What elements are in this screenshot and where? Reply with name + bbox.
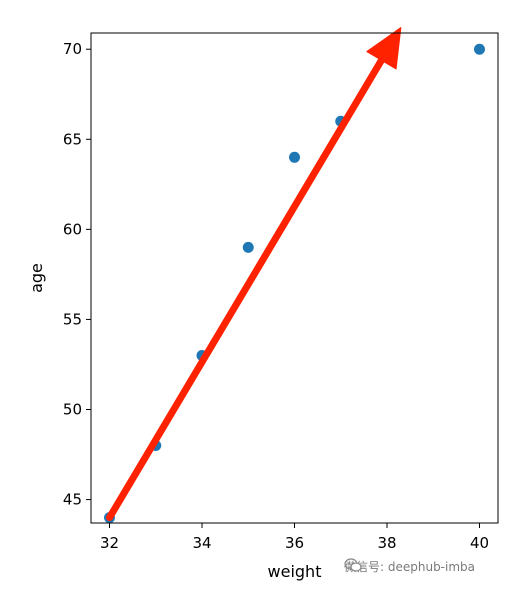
watermark-text: 微信号: deephub-imba: [344, 560, 476, 574]
y-axis: 45 50 55 60 65 70: [63, 40, 91, 509]
x-tick-label: 32: [100, 534, 119, 552]
x-tick-label: 34: [192, 534, 211, 552]
y-tick-label: 50: [63, 401, 82, 419]
y-tick-label: 65: [63, 130, 82, 148]
x-axis-label: weight: [268, 562, 322, 581]
x-axis: 32 34 36 38 40: [100, 523, 489, 552]
wechat-icon: [344, 558, 362, 572]
x-tick-label: 40: [470, 534, 489, 552]
arrow-shaft: [106, 53, 387, 522]
chart-marks: [104, 27, 485, 524]
data-point: [242, 241, 254, 253]
data-point: [474, 43, 485, 55]
y-tick-label: 45: [63, 491, 82, 509]
y-tick-label: 55: [63, 310, 82, 328]
y-tick-label: 70: [63, 40, 82, 58]
data-point: [289, 151, 300, 163]
y-tick-label: 60: [63, 220, 82, 238]
watermark: 微信号: deephub-imba: [344, 558, 475, 575]
arrow-head: [366, 27, 402, 70]
x-tick-label: 38: [377, 534, 396, 552]
y-axis-label: age: [27, 263, 46, 293]
x-tick-label: 36: [285, 534, 304, 552]
